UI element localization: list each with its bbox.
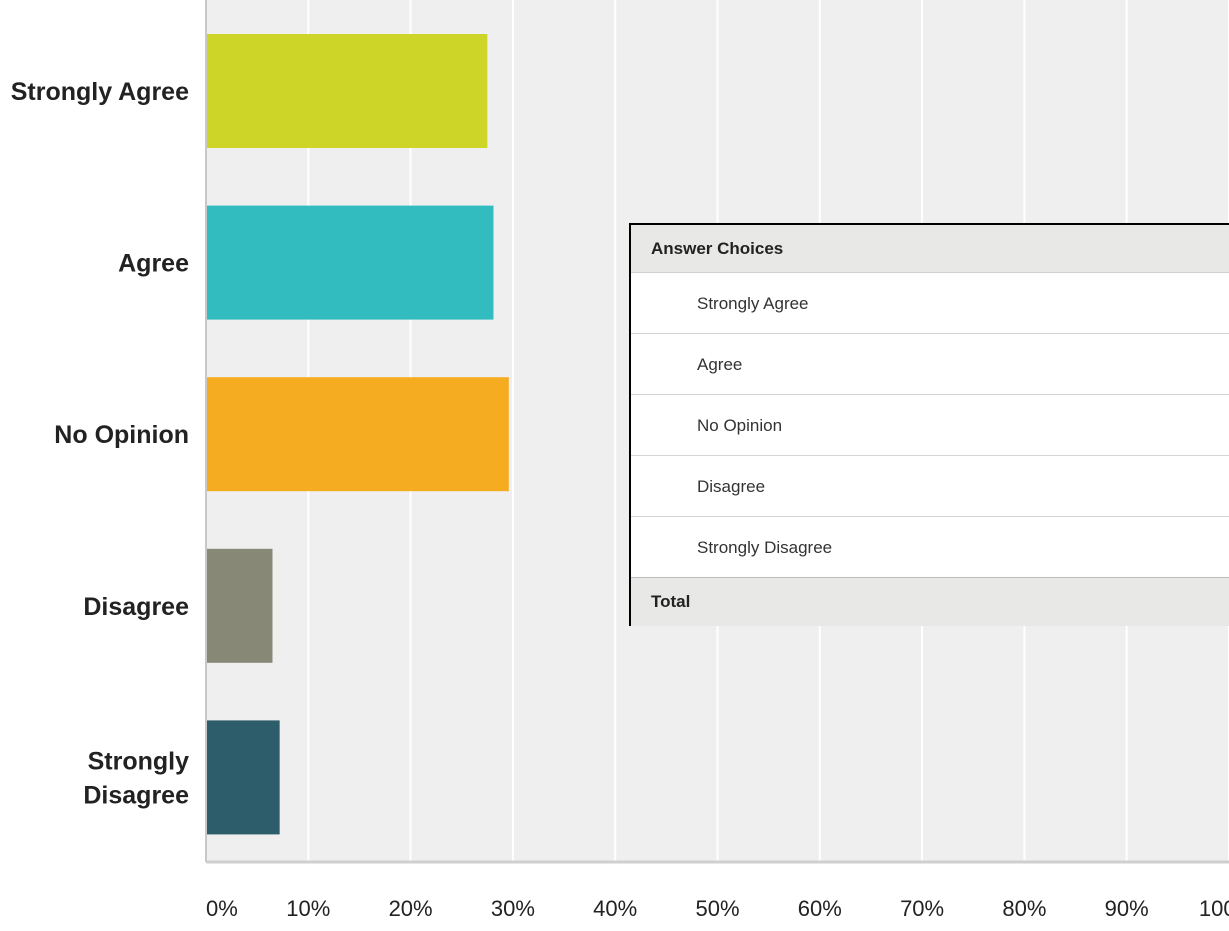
- category-label: Disagree: [83, 593, 189, 621]
- x-tick-label: 30%: [491, 896, 535, 921]
- bar: [207, 205, 494, 320]
- bar: [207, 34, 488, 148]
- x-tick-labels: 0% 10% 20% 30% 40% 50% 60% 70% 80% 90% 100%: [206, 896, 1229, 921]
- x-tick-label: 40%: [593, 896, 637, 921]
- x-tick-label: 0%: [206, 896, 238, 921]
- table-row: Strongly Agree: [631, 273, 1229, 334]
- category-label: Strongly Agree: [11, 78, 189, 106]
- table-footer: Total: [631, 578, 1229, 626]
- bar: [207, 377, 509, 492]
- table-header: Answer Choices: [631, 225, 1229, 273]
- category-labels: Strongly Agree Agree No Opinion Disagree Str…: [11, 78, 189, 809]
- x-tick-label: 80%: [1002, 896, 1046, 921]
- x-tick-label: 100%: [1199, 896, 1229, 921]
- table-row: Agree: [631, 334, 1229, 395]
- table-row: No Opinion: [631, 395, 1229, 456]
- category-label: No Opinion: [54, 421, 189, 449]
- table-row: Disagree: [631, 456, 1229, 517]
- x-tick-label: 50%: [695, 896, 739, 921]
- bar: [207, 720, 280, 835]
- x-tick-label: 10%: [286, 896, 330, 921]
- answer-choices-table: Answer Choices Strongly Agree Agree No O…: [629, 223, 1229, 626]
- x-tick-label: 70%: [900, 896, 944, 921]
- bar: [207, 548, 273, 663]
- table-row: Strongly Disagree: [631, 517, 1229, 578]
- category-label: Agree: [118, 250, 189, 278]
- x-tick-label: 60%: [798, 896, 842, 921]
- x-tick-label: 20%: [389, 896, 433, 921]
- bars: [207, 34, 509, 835]
- category-label: Strongly Disagree: [83, 747, 189, 809]
- x-tick-label: 90%: [1105, 896, 1149, 921]
